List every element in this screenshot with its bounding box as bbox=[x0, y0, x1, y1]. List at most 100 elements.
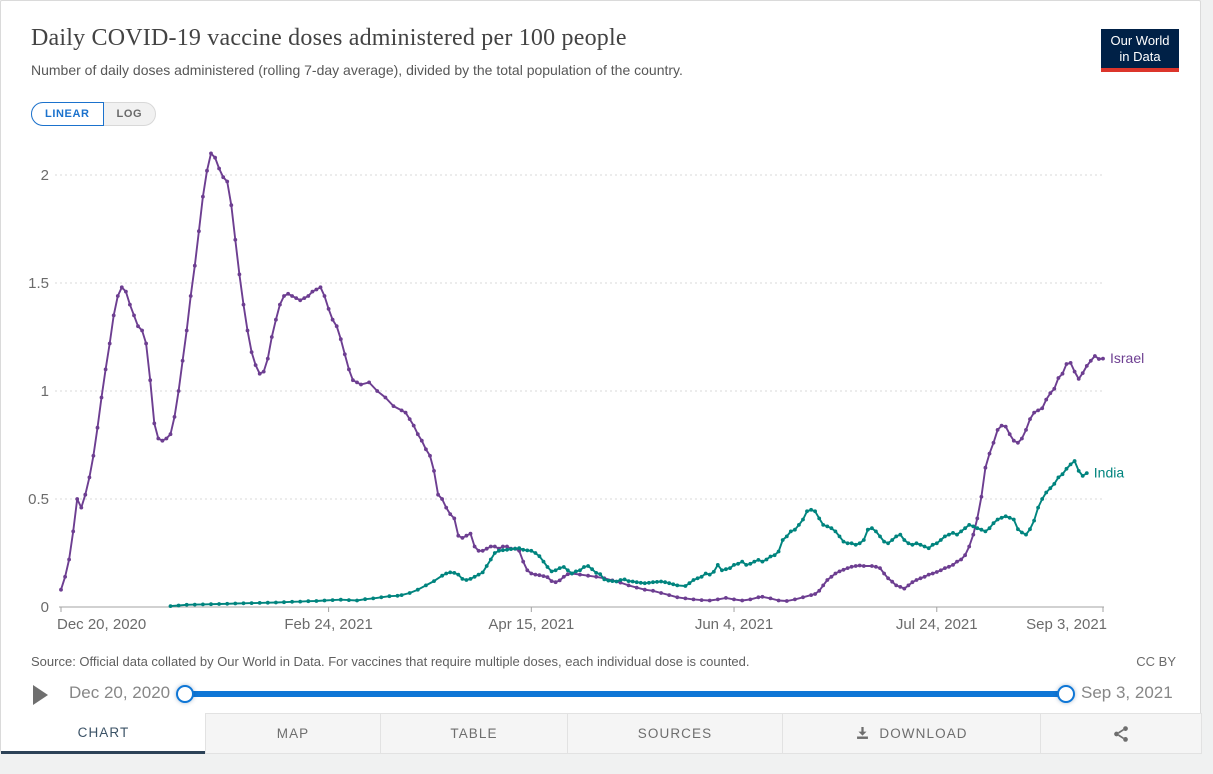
data-point bbox=[424, 447, 428, 452]
data-point bbox=[488, 557, 493, 562]
data-point bbox=[1011, 438, 1016, 443]
data-point bbox=[663, 580, 667, 585]
data-point bbox=[829, 574, 834, 579]
data-point bbox=[975, 526, 980, 531]
data-point bbox=[330, 317, 335, 322]
data-point bbox=[971, 524, 976, 529]
source-note: Source: Official data collated by Our Wo… bbox=[31, 654, 750, 669]
data-point bbox=[233, 601, 238, 606]
data-point bbox=[505, 547, 509, 552]
data-point bbox=[683, 584, 688, 588]
data-point bbox=[570, 571, 574, 576]
data-point bbox=[711, 569, 716, 574]
data-point bbox=[943, 534, 947, 539]
data-point bbox=[209, 151, 213, 156]
data-point bbox=[545, 565, 550, 569]
data-point bbox=[111, 313, 116, 318]
data-point bbox=[318, 285, 323, 290]
data-point bbox=[574, 569, 578, 574]
data-point bbox=[991, 521, 996, 526]
data-point bbox=[237, 272, 242, 277]
data-point bbox=[578, 568, 582, 573]
data-point bbox=[541, 559, 546, 564]
data-point bbox=[809, 507, 813, 512]
data-point bbox=[882, 539, 886, 544]
data-point bbox=[995, 428, 1000, 432]
data-point bbox=[886, 576, 890, 581]
tab-chart-label: CHART bbox=[77, 724, 130, 740]
data-point bbox=[411, 423, 416, 428]
data-point bbox=[265, 600, 270, 605]
data-point bbox=[484, 546, 489, 551]
slider-handle-end[interactable] bbox=[1057, 685, 1075, 703]
data-point bbox=[192, 602, 197, 607]
data-point bbox=[748, 597, 753, 602]
tab-download[interactable]: DOWNLOAD bbox=[782, 713, 1041, 754]
log-scale-button[interactable]: LOG bbox=[104, 103, 156, 125]
license-label[interactable]: CC BY bbox=[1136, 654, 1176, 669]
linear-scale-button[interactable]: LINEAR bbox=[31, 102, 104, 126]
data-point bbox=[245, 328, 250, 333]
data-point bbox=[565, 568, 570, 573]
data-point bbox=[217, 166, 222, 171]
tab-table[interactable]: TABLE bbox=[380, 713, 568, 754]
data-point bbox=[456, 533, 461, 538]
data-point bbox=[310, 289, 315, 294]
data-point bbox=[103, 367, 108, 372]
data-point bbox=[829, 526, 834, 531]
data-point bbox=[205, 168, 209, 173]
data-point bbox=[152, 421, 157, 426]
data-point bbox=[1072, 369, 1077, 374]
data-point bbox=[517, 548, 522, 553]
play-button[interactable] bbox=[33, 685, 48, 705]
data-point bbox=[784, 534, 789, 539]
data-point bbox=[959, 529, 963, 534]
data-point bbox=[857, 563, 862, 568]
y-axis-tick-label: 0 bbox=[41, 599, 49, 616]
tab-map[interactable]: MAP bbox=[205, 713, 381, 754]
data-point bbox=[269, 335, 274, 339]
data-point bbox=[590, 567, 594, 572]
data-point bbox=[257, 371, 262, 376]
tab-chart[interactable]: CHART bbox=[1, 713, 206, 754]
tab-table-label: TABLE bbox=[450, 726, 498, 741]
data-point bbox=[314, 599, 319, 603]
slider-handle-start[interactable] bbox=[176, 685, 194, 703]
data-point bbox=[509, 547, 513, 551]
data-point bbox=[618, 580, 623, 585]
data-point bbox=[651, 588, 655, 593]
data-point bbox=[1016, 440, 1020, 445]
data-point bbox=[91, 453, 96, 458]
data-point bbox=[334, 324, 339, 329]
timeline-slider[interactable] bbox=[176, 685, 1075, 703]
data-point bbox=[849, 541, 854, 546]
data-point bbox=[634, 580, 639, 585]
data-point bbox=[379, 595, 384, 600]
data-point bbox=[306, 294, 311, 298]
data-point bbox=[1020, 530, 1024, 535]
data-point bbox=[432, 469, 436, 473]
data-point bbox=[419, 438, 424, 443]
data-point bbox=[492, 544, 497, 549]
data-point bbox=[736, 561, 740, 566]
data-point bbox=[971, 532, 976, 537]
data-point bbox=[322, 598, 327, 603]
data-point bbox=[415, 432, 420, 437]
data-point bbox=[549, 579, 554, 583]
data-point bbox=[951, 531, 955, 535]
data-point bbox=[695, 576, 700, 581]
data-point bbox=[1068, 361, 1073, 365]
page-title: Daily COVID-19 vaccine doses administere… bbox=[31, 25, 627, 51]
data-point bbox=[537, 573, 542, 578]
data-point bbox=[606, 578, 611, 583]
data-point bbox=[184, 602, 189, 607]
data-point bbox=[1003, 424, 1008, 429]
tab-share[interactable] bbox=[1040, 713, 1202, 754]
data-point bbox=[221, 175, 226, 180]
data-point bbox=[845, 566, 850, 570]
tab-sources[interactable]: SOURCES bbox=[567, 713, 783, 754]
data-point bbox=[375, 389, 380, 393]
x-axis-tick-label: Jul 24, 2021 bbox=[896, 616, 978, 633]
data-point bbox=[553, 568, 558, 573]
data-point bbox=[752, 559, 757, 564]
